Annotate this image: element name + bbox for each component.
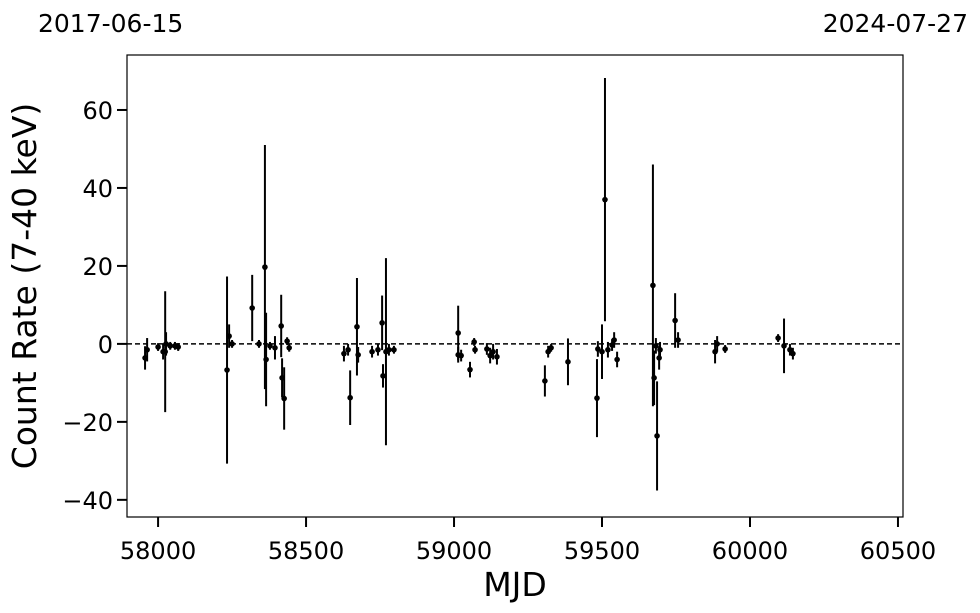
data-point bbox=[369, 348, 375, 355]
data-point bbox=[162, 348, 168, 355]
data-point bbox=[355, 352, 361, 358]
data-point bbox=[651, 375, 657, 381]
annotation-right: 2024-07-27 bbox=[823, 9, 968, 38]
data-point bbox=[722, 346, 728, 352]
data-point bbox=[494, 353, 500, 360]
data-point bbox=[490, 348, 496, 355]
data-point bbox=[712, 348, 718, 355]
data-point bbox=[155, 344, 161, 350]
data-point bbox=[175, 344, 182, 350]
y-tick-label: −20 bbox=[62, 409, 113, 437]
data-point bbox=[345, 346, 351, 353]
y-tick-label: −40 bbox=[62, 487, 113, 515]
data-point bbox=[379, 320, 385, 326]
data-point bbox=[375, 346, 381, 353]
data-point bbox=[790, 350, 796, 357]
data-point bbox=[714, 341, 720, 347]
data-point bbox=[672, 317, 678, 324]
data-point bbox=[656, 355, 662, 361]
data-point bbox=[224, 367, 230, 373]
data-point bbox=[775, 335, 781, 341]
data-point bbox=[471, 339, 477, 345]
data-point bbox=[229, 341, 235, 347]
data-point bbox=[675, 337, 681, 343]
data-point bbox=[595, 346, 601, 352]
x-tick-label: 58500 bbox=[268, 537, 344, 565]
data-point bbox=[609, 342, 615, 348]
data-point bbox=[472, 346, 478, 353]
data-point bbox=[249, 305, 255, 311]
data-point bbox=[599, 348, 605, 355]
data-point bbox=[654, 433, 660, 439]
data-point bbox=[455, 330, 461, 336]
data-point bbox=[226, 333, 232, 339]
x-axis-label: MJD bbox=[483, 565, 547, 604]
data-point bbox=[484, 346, 490, 352]
data-point bbox=[594, 395, 600, 401]
data-point bbox=[542, 378, 548, 384]
x-tick-label: 60500 bbox=[860, 537, 936, 565]
y-tick-label: 20 bbox=[82, 253, 113, 281]
data-point bbox=[653, 343, 659, 349]
data-point bbox=[548, 344, 554, 351]
data-point bbox=[142, 355, 148, 361]
data-point bbox=[602, 196, 608, 203]
data-point bbox=[650, 282, 656, 289]
x-tick-label: 59500 bbox=[564, 537, 640, 565]
data-point bbox=[781, 343, 787, 349]
data-point bbox=[458, 352, 464, 359]
data-point bbox=[386, 346, 392, 353]
data-point bbox=[565, 359, 571, 365]
data-point bbox=[263, 356, 269, 363]
data-point bbox=[467, 366, 473, 373]
data-point bbox=[256, 341, 262, 347]
data-point bbox=[787, 346, 793, 353]
data-point bbox=[611, 337, 617, 343]
y-tick-label: 60 bbox=[82, 97, 113, 125]
data-point bbox=[279, 375, 285, 381]
plot-frame bbox=[126, 54, 904, 518]
data-point bbox=[284, 338, 290, 344]
data-point bbox=[278, 323, 284, 329]
y-axis-label: Count Rate (7-40 keV) bbox=[5, 103, 44, 470]
annotation-left: 2017-06-15 bbox=[38, 9, 183, 38]
data-point bbox=[354, 323, 360, 330]
y-tick-label: 40 bbox=[82, 175, 113, 203]
data-point bbox=[391, 346, 397, 353]
y-tick-label: 0 bbox=[98, 331, 113, 359]
data-point bbox=[545, 348, 551, 355]
data-point bbox=[487, 352, 493, 359]
data-point bbox=[286, 344, 292, 351]
data-point bbox=[144, 346, 150, 353]
data-point bbox=[380, 373, 386, 379]
data-point bbox=[267, 343, 273, 349]
data-point bbox=[281, 395, 287, 402]
data-point bbox=[341, 350, 347, 357]
data-point bbox=[272, 344, 278, 351]
data-point bbox=[614, 356, 620, 363]
data-point bbox=[657, 346, 663, 353]
data-point bbox=[167, 343, 174, 349]
data-point bbox=[605, 346, 611, 353]
x-tick-label: 58000 bbox=[120, 537, 196, 565]
x-tick-label: 59000 bbox=[416, 537, 492, 565]
x-tick-label: 60000 bbox=[712, 537, 788, 565]
data-point bbox=[347, 394, 353, 401]
data-point bbox=[262, 264, 268, 270]
